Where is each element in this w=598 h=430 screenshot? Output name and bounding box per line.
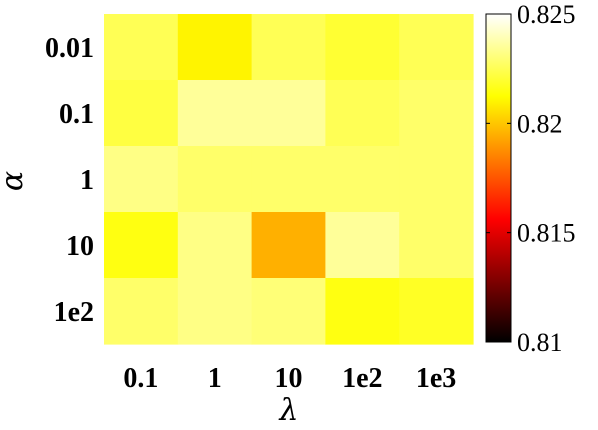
colorbar <box>485 13 512 343</box>
x-tick-label: 1e2 <box>342 363 382 394</box>
y-tick-label: 1 <box>80 165 94 196</box>
heatmap-cell <box>251 146 326 213</box>
heatmap-cell <box>399 146 474 213</box>
heatmap-cell <box>399 80 474 147</box>
heatmap-cell <box>399 212 474 279</box>
x-tick-label: 1e3 <box>416 363 456 394</box>
x-tick-label: 0.1 <box>123 363 158 394</box>
colorbar-tick-label: 0.81 <box>517 328 563 357</box>
colorbar-tick-label: 0.825 <box>517 0 576 29</box>
heatmap-cells <box>104 14 474 345</box>
x-tick-label: 10 <box>275 363 303 394</box>
heatmap-cell <box>325 80 400 147</box>
heatmap-cell <box>177 212 253 279</box>
heatmap-cell <box>325 212 400 279</box>
heatmap-cell <box>251 278 326 345</box>
heatmap-cell <box>177 80 253 147</box>
y-tick-label: 0.01 <box>45 33 94 64</box>
heatmap-cell <box>399 14 474 81</box>
y-tick-label: 1e2 <box>54 297 94 328</box>
colorbar-tick-label: 0.815 <box>517 219 576 248</box>
colorbar-tick-label: 0.82 <box>517 109 563 138</box>
heatmap-cell <box>325 14 400 81</box>
heatmap-cell <box>104 212 179 279</box>
x-axis-label: λ <box>278 393 298 428</box>
colorbar-ticks: 0.825 0.82 0.815 0.81 <box>486 0 576 357</box>
x-tick-labels: 0.1 1 10 1e2 1e3 <box>123 363 456 394</box>
heatmap-cell <box>104 80 179 147</box>
heatmap-cell <box>325 278 400 345</box>
heatmap-cell <box>251 14 326 81</box>
heatmap-cell <box>251 212 326 279</box>
heatmap-cell <box>104 146 179 213</box>
heatmap-cell <box>104 14 179 81</box>
heatmap-cell <box>399 278 474 345</box>
y-tick-label: 0.1 <box>59 99 94 130</box>
heatmap-cell <box>177 146 253 213</box>
heatmap-cell <box>104 278 179 345</box>
x-tick-label: 1 <box>208 363 222 394</box>
y-tick-labels: 0.01 0.1 1 10 1e2 <box>45 33 94 328</box>
heatmap-cell <box>177 14 253 81</box>
heatmap-cell <box>325 146 400 213</box>
heatmap-cell <box>177 278 253 345</box>
heatmap-cell <box>251 80 326 147</box>
y-tick-label: 10 <box>66 231 94 262</box>
y-axis-label: α <box>0 171 30 191</box>
